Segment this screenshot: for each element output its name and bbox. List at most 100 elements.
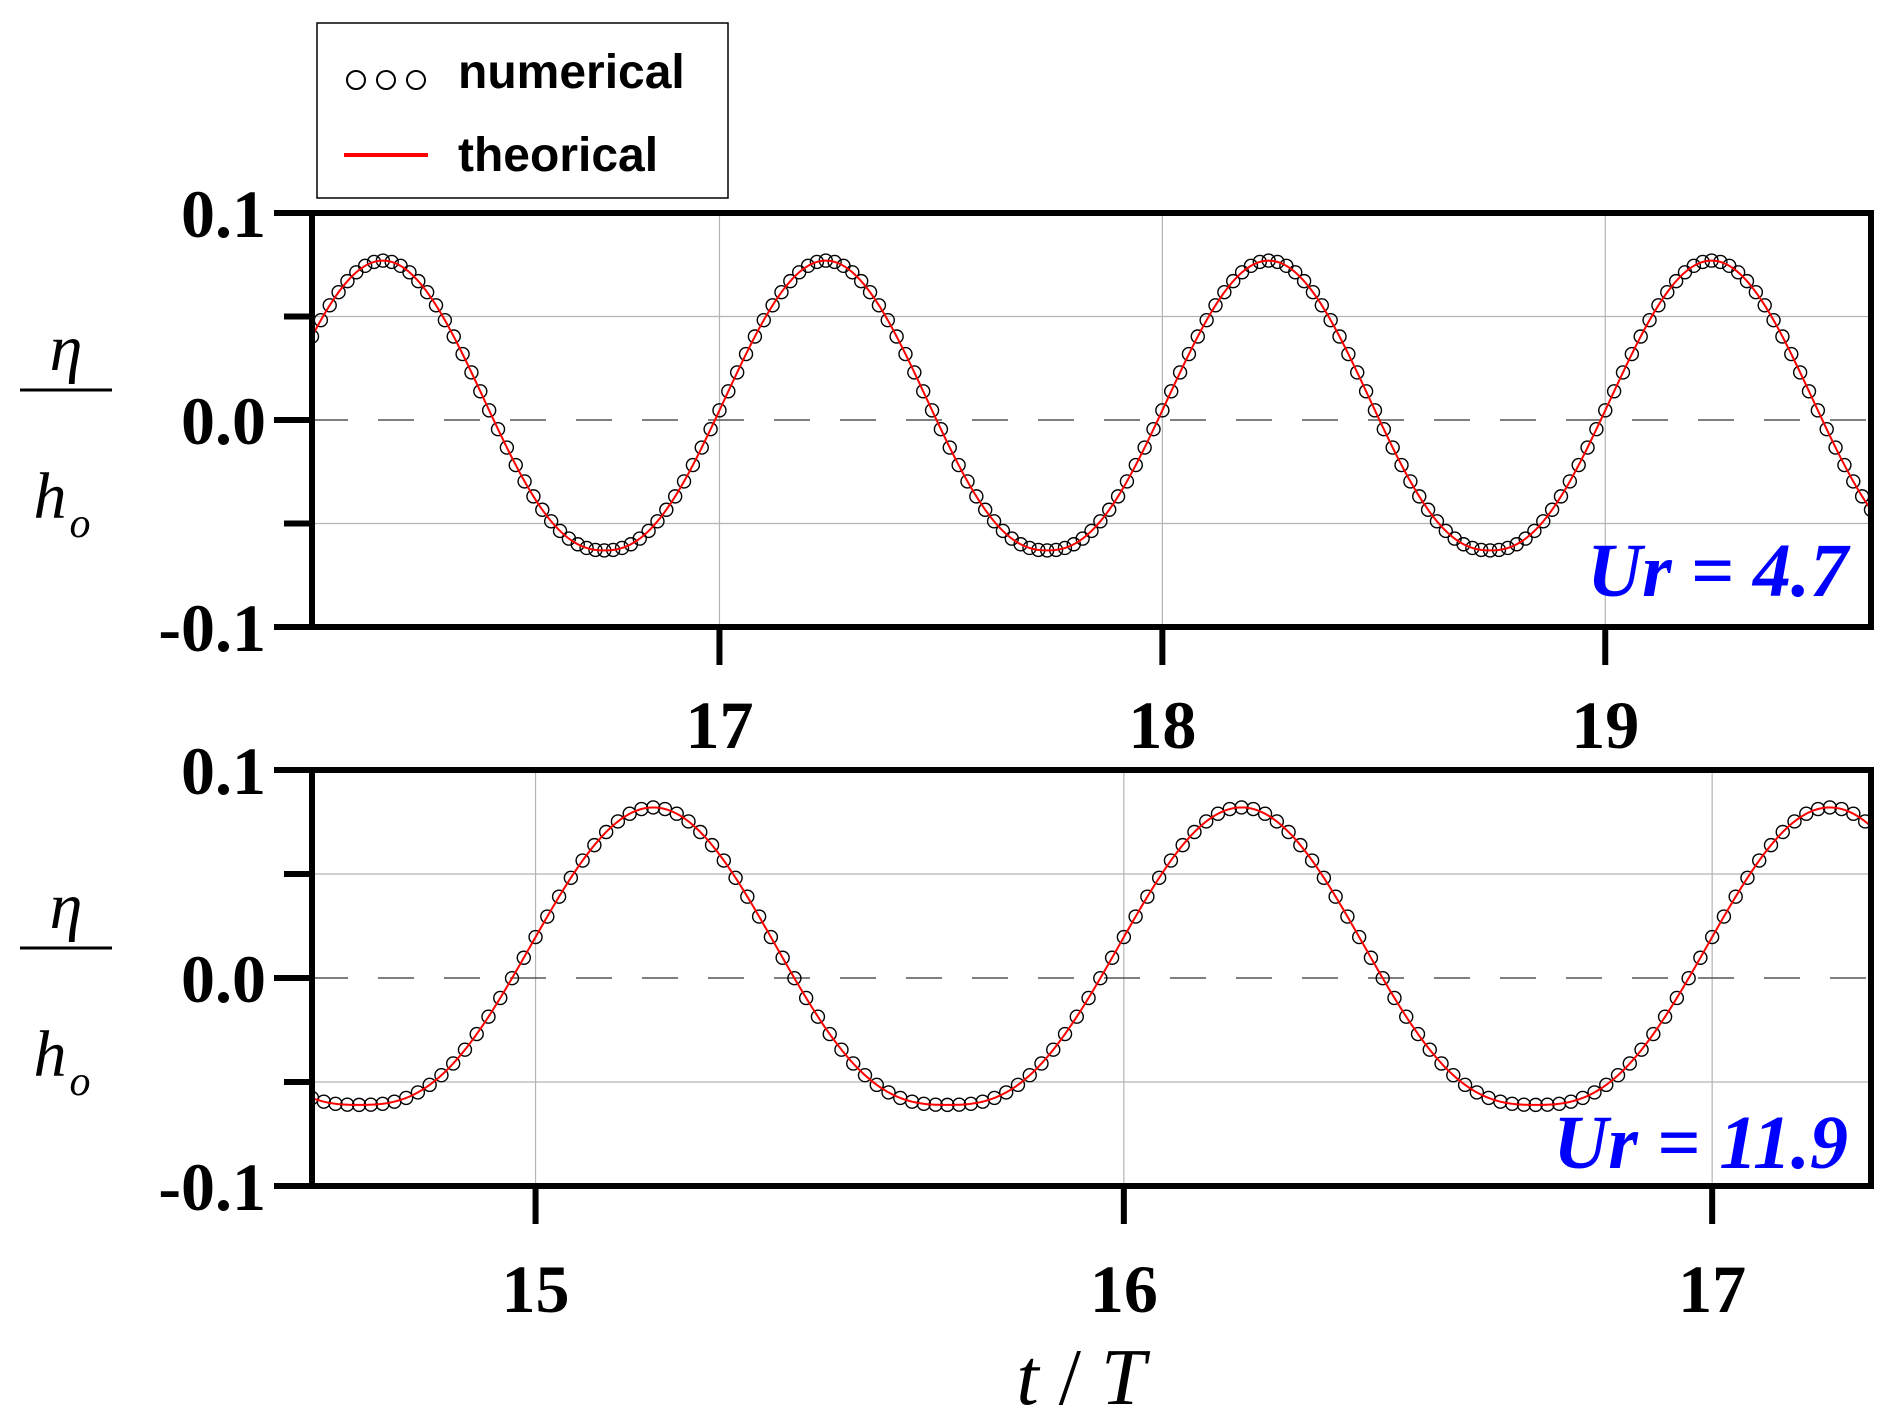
- data-point: [1446, 1068, 1461, 1083]
- data-point: [598, 824, 614, 840]
- data-point: [316, 1094, 331, 1109]
- data-point: [1599, 1077, 1614, 1093]
- data-point: [1057, 540, 1073, 556]
- data-point: [1102, 502, 1117, 517]
- data-point: [1314, 298, 1330, 313]
- data-point: [862, 285, 878, 300]
- data-point: [1500, 540, 1516, 556]
- annotation-ur-top: Ur = 4.7: [1587, 529, 1851, 613]
- x-axis-label: t / T: [1017, 1334, 1151, 1416]
- data-point: [783, 273, 798, 289]
- data-point: [774, 285, 789, 300]
- data-point: [1624, 346, 1640, 362]
- data-point: [1034, 1056, 1049, 1071]
- data-point: [1304, 853, 1320, 868]
- legend: numerical theorical: [316, 22, 729, 199]
- data-point: [951, 457, 966, 473]
- y-tick-label: 0.1: [181, 733, 266, 809]
- data-point: [499, 440, 515, 455]
- data-point: [1104, 950, 1120, 965]
- data-point: [1728, 889, 1743, 904]
- data-point: [721, 384, 736, 399]
- data-point: [881, 1085, 896, 1100]
- data-point: [445, 1056, 461, 1071]
- data-point: [366, 254, 382, 270]
- data-point: [563, 870, 579, 886]
- data-point: [398, 1090, 414, 1106]
- panel-top: η h o -0.1 0.0 0.1 17 18 19 Ur = 4.7: [20, 176, 1874, 763]
- data-point: [340, 273, 355, 289]
- svg-text:t / T: t / T: [1017, 1334, 1151, 1416]
- data-point: [1084, 523, 1099, 539]
- y-label-subscript: o: [70, 501, 91, 547]
- data-point: [942, 440, 957, 455]
- data-point: [1323, 312, 1338, 328]
- data-point: [650, 514, 665, 529]
- data-point: [669, 806, 684, 821]
- plot-frame-top: [309, 210, 1874, 630]
- data-point: [1828, 440, 1843, 455]
- data-point: [1681, 971, 1696, 986]
- data-point: [1819, 422, 1834, 437]
- x-tick-label: 15: [502, 1251, 570, 1327]
- data-point: [1775, 824, 1790, 840]
- data-point: [880, 312, 895, 328]
- data-point: [1792, 365, 1808, 380]
- data-point: [716, 853, 732, 868]
- x-label-T: T: [1101, 1334, 1151, 1416]
- data-point: [1422, 1042, 1437, 1057]
- data-point: [1434, 1056, 1449, 1071]
- data-point: [827, 254, 842, 270]
- data-point: [800, 258, 816, 274]
- x-tick-label: 17: [1678, 1251, 1746, 1327]
- data-point: [1116, 929, 1132, 945]
- data-point: [1846, 806, 1861, 821]
- data-point: [469, 1026, 484, 1042]
- data-point: [694, 440, 709, 455]
- data-point: [798, 990, 814, 1006]
- data-point: [1748, 285, 1764, 300]
- data-point: [1281, 824, 1296, 840]
- data-point: [1376, 422, 1392, 437]
- data-point: [464, 365, 479, 380]
- data-point: [1606, 384, 1622, 399]
- data-point: [676, 474, 692, 489]
- data-point: [1730, 265, 1746, 280]
- data-point: [1562, 474, 1578, 489]
- data-point: [1587, 1085, 1602, 1100]
- data-point: [1775, 329, 1790, 344]
- y-tick-label: -0.1: [158, 590, 266, 666]
- data-point: [384, 254, 399, 270]
- data-point: [1536, 514, 1551, 529]
- y-tick-labels-bottom: -0.1 0.0 0.1: [158, 733, 266, 1225]
- y-label-denominator: h: [34, 460, 67, 533]
- series-numerical-top: [312, 253, 1871, 558]
- grid-top: [312, 213, 1871, 627]
- data-point: [1757, 298, 1772, 313]
- data-point: [834, 1042, 849, 1057]
- data-point: [1610, 1068, 1626, 1083]
- data-point: [516, 950, 531, 965]
- data-point: [422, 1077, 437, 1093]
- data-point: [1146, 422, 1161, 437]
- data-point: [845, 265, 860, 280]
- data-point: [986, 514, 1002, 529]
- data-point: [857, 1068, 873, 1083]
- data-point: [1763, 837, 1779, 853]
- data-point: [729, 365, 745, 380]
- data-point: [960, 474, 975, 489]
- data-point: [728, 870, 743, 886]
- data-point: [1340, 909, 1355, 924]
- panel-bottom: η h o -0.1 0.0 0.1 15 16 17 Ur = 11.9 t / T: [20, 733, 1874, 1416]
- data-point: [1190, 329, 1206, 344]
- data-point: [1222, 801, 1237, 817]
- y-label-numerator: η: [50, 312, 83, 385]
- data-point: [1571, 457, 1586, 473]
- y-label-denominator: h: [34, 1018, 67, 1091]
- y-tick-labels-top: -0.1 0.0 0.1: [158, 176, 266, 666]
- data-point: [765, 298, 780, 313]
- data-point: [1668, 273, 1684, 289]
- data-point: [1367, 403, 1383, 418]
- data-point: [1622, 1056, 1638, 1071]
- y-tick-label: -0.1: [158, 1149, 266, 1225]
